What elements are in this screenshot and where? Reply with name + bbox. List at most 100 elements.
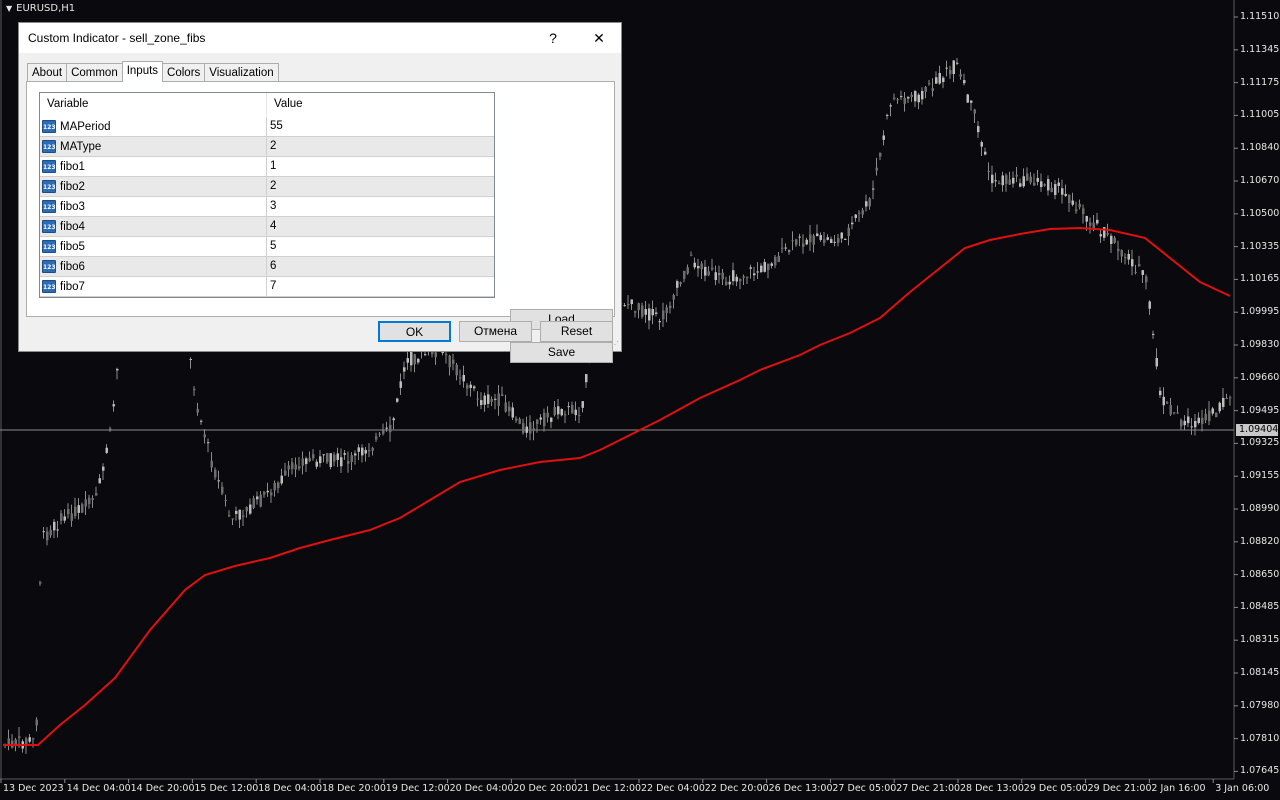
candle-body <box>238 509 241 520</box>
candle-body <box>574 409 577 416</box>
candle-body <box>1012 177 1015 184</box>
candle-body <box>319 456 322 464</box>
candle-body <box>466 384 469 389</box>
candle-body <box>256 496 259 500</box>
candle-body <box>406 358 409 363</box>
reset-button[interactable]: Reset <box>540 321 613 342</box>
candle-body <box>1127 253 1130 260</box>
price-label: 1.10670 <box>1240 175 1280 186</box>
candle-body <box>413 354 416 365</box>
candle-body <box>840 232 843 239</box>
candle-body <box>1040 181 1043 188</box>
candle-body <box>938 72 941 84</box>
value-cell[interactable]: 2 <box>270 140 277 152</box>
candle-body <box>809 234 812 243</box>
dropdown-triangle-icon[interactable]: ▼ <box>6 4 13 13</box>
candle-body <box>392 418 395 421</box>
table-row[interactable]: 123 fibo2 2 <box>40 177 494 197</box>
candle-body <box>28 737 31 742</box>
close-icon[interactable]: ✕ <box>593 29 605 46</box>
candle-body <box>46 531 49 541</box>
table-row[interactable]: 123 MAType 2 <box>40 137 494 157</box>
candle-body <box>952 60 955 75</box>
variable-name: fibo3 <box>60 200 85 213</box>
integer-type-icon: 123 <box>42 200 56 213</box>
candle-body <box>704 266 707 276</box>
value-cell[interactable]: 7 <box>270 280 277 292</box>
table-row[interactable]: 123 fibo6 6 <box>40 257 494 277</box>
dialog-titlebar[interactable]: Custom Indicator - sell_zone_fibs ? ✕ <box>19 23 621 53</box>
candle-body <box>1208 410 1211 422</box>
value-cell[interactable]: 3 <box>270 200 277 212</box>
column-header-variable[interactable]: Variable <box>40 93 267 116</box>
candle-body <box>224 499 227 501</box>
candle-body <box>357 447 360 452</box>
table-row[interactable]: 123 fibo7 7 <box>40 277 494 297</box>
candle-body <box>1096 219 1099 224</box>
help-button[interactable]: ? <box>549 30 557 46</box>
candle-body <box>434 352 437 358</box>
candle-body <box>784 247 787 249</box>
save-button[interactable]: Save <box>510 342 613 363</box>
candle-body <box>231 518 234 520</box>
table-row[interactable]: 123 fibo4 4 <box>40 217 494 237</box>
resize-grip-icon[interactable]: ⋰ <box>611 340 619 349</box>
integer-type-icon: 123 <box>42 120 56 133</box>
candle-body <box>84 499 87 507</box>
table-row[interactable]: 123 fibo1 1 <box>40 157 494 177</box>
candle-body <box>847 227 850 237</box>
tab-common[interactable]: Common <box>66 63 123 82</box>
candle-body <box>994 180 997 182</box>
column-header-value[interactable]: Value <box>274 98 303 110</box>
tab-colors[interactable]: Colors <box>162 63 206 82</box>
candle-body <box>865 201 868 207</box>
candle-body <box>1215 412 1218 418</box>
price-label: 1.08485 <box>1240 601 1280 613</box>
time-label: 2 Jan 16:00 <box>1151 783 1206 794</box>
time-label: 14 Dec 20:00 <box>130 783 195 794</box>
table-row[interactable]: 123 fibo3 3 <box>40 197 494 217</box>
candle-body <box>301 458 304 466</box>
ok-button[interactable]: OK <box>378 321 451 342</box>
candle-body <box>1180 420 1183 427</box>
value-cell[interactable]: 6 <box>270 260 277 272</box>
table-row[interactable]: 123 fibo5 5 <box>40 237 494 257</box>
candle-body <box>1005 175 1008 184</box>
value-cell[interactable]: 5 <box>270 240 277 252</box>
candle-body <box>837 238 840 243</box>
candle-body <box>896 99 899 101</box>
integer-type-icon: 123 <box>42 240 56 253</box>
value-cell[interactable]: 4 <box>270 220 277 232</box>
candle-body <box>1082 208 1085 215</box>
value-cell[interactable]: 1 <box>270 160 277 172</box>
candle-body <box>1064 193 1067 196</box>
value-cell[interactable]: 55 <box>270 120 283 132</box>
candle-body <box>364 449 367 454</box>
candle-body <box>305 458 308 465</box>
price-label: 1.08650 <box>1240 568 1280 580</box>
variable-name: fibo4 <box>60 220 85 233</box>
price-label: 1.09155 <box>1240 470 1280 482</box>
candle-body <box>735 276 738 282</box>
candle-body <box>329 453 332 467</box>
candle-body <box>508 406 511 412</box>
candle-body <box>567 406 570 408</box>
candle-body <box>462 374 465 382</box>
cancel-button[interactable]: Отмена <box>459 321 532 342</box>
candle-body <box>1061 188 1064 195</box>
candle-body <box>879 153 882 157</box>
candle-body <box>634 311 637 313</box>
candle-body <box>991 174 994 184</box>
tab-visualization[interactable]: Visualization <box>204 63 279 82</box>
candle-body <box>1103 227 1106 238</box>
time-label: 26 Dec 13:00 <box>768 783 833 794</box>
value-cell[interactable]: 2 <box>270 180 277 192</box>
candle-body <box>770 263 773 266</box>
candle-body <box>284 470 287 476</box>
candle-body <box>760 265 763 273</box>
tab-inputs[interactable]: Inputs <box>121 61 164 82</box>
table-row[interactable]: 123 MAPeriod 55 <box>40 117 494 137</box>
candle-body <box>581 401 584 408</box>
candle-body <box>623 305 626 307</box>
tab-about[interactable]: About <box>27 63 68 82</box>
